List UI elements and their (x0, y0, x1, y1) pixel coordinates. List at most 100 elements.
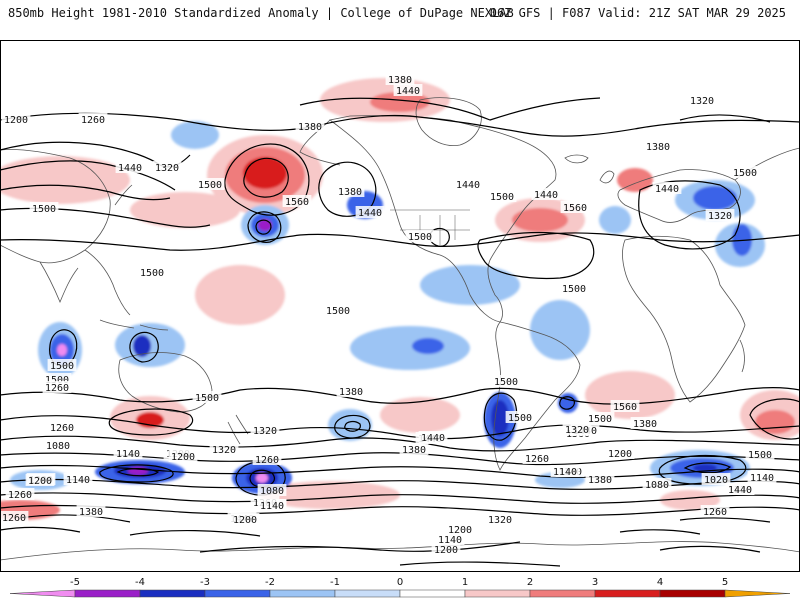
contour-label-bg (47, 421, 77, 433)
contour-label-bg (113, 447, 143, 459)
contour-label-bg (745, 448, 775, 460)
contour-label: 1260 (525, 454, 549, 465)
colorbar-swatch (594, 589, 661, 598)
anomaly-neg-east-atl (599, 206, 631, 234)
contour-label: 1080 (46, 441, 70, 452)
contour-label-bg (610, 400, 640, 412)
contour-label: 1320 (708, 211, 732, 222)
contour-label: 1080 (260, 486, 284, 497)
anomaly-neg-southern-b-peak (256, 473, 268, 483)
contour-label: 1260 (8, 490, 32, 501)
contour-label: 1500 (195, 393, 219, 404)
model-valid-time: 06Z GFS | F087 Valid: 21Z SAT MAR 29 202… (489, 6, 786, 20)
colorbar-swatch (724, 589, 791, 598)
contour-south-low-d (334, 414, 371, 439)
contour-south-low-b (235, 461, 286, 496)
colorbar-swatch (529, 589, 596, 598)
contour-label: 1500 (733, 168, 757, 179)
contour-label-bg (195, 178, 225, 190)
contour-label-bg (585, 412, 615, 424)
political-borders-na (390, 209, 470, 245)
colorbar-tick-label: 2 (527, 577, 533, 588)
anomaly-pos-npacific-peak (243, 157, 287, 189)
colorbar-swatch (464, 589, 531, 598)
contour-label-bg (336, 385, 366, 397)
contour-1500-subtrop (0, 232, 800, 251)
contour-1260-antarctic-a (129, 529, 261, 537)
contour-high-npacific-inner (243, 157, 289, 198)
coastline-australia (118, 352, 213, 413)
contour-label-bg (730, 166, 760, 178)
anomaly-pos-south-indian-core (755, 410, 795, 434)
contour-label-bg (487, 190, 517, 202)
map-title: 850mb Height 1981-2010 Standardized Anom… (8, 6, 514, 20)
contour-label: 1440 (655, 184, 679, 195)
contour-label-bg (1, 113, 31, 125)
contour-1560-south-pac (108, 408, 194, 436)
contour-label-bg (531, 188, 561, 200)
anomaly-neg-tropics-pac-core (412, 338, 444, 354)
contour-label: 1140 (438, 535, 462, 546)
contour-label: 1500 (408, 232, 432, 243)
contour-label: 1320 (253, 426, 277, 437)
contour-label: 1200 (434, 545, 458, 556)
contour-label: 1140 (750, 473, 774, 484)
contour-label: 1260 (45, 383, 69, 394)
contour-label-bg (5, 488, 35, 500)
colorbar-swatch (399, 589, 466, 598)
anomaly-pos-asia (0, 156, 130, 204)
contour-south-low-d-inner (344, 420, 361, 432)
anomaly-neg-brazil (530, 300, 590, 360)
colorbar-swatch (334, 589, 401, 598)
contour-1560-south-indian (749, 398, 800, 440)
contour-1320-antarctic (679, 517, 771, 523)
colorbar-ticks: -5 -4 -3 -2 -1 0 1 2 3 4 5 (70, 577, 728, 588)
contour-label: 1200 (448, 525, 472, 536)
contour-label: 1380 (298, 122, 322, 133)
contour-label-bg (701, 473, 731, 485)
coastline-india (39, 261, 79, 304)
contour-label-bg (505, 411, 535, 423)
contour-label: 1320 (212, 445, 236, 456)
contour-south-low-a-inner (116, 468, 160, 477)
contour-1440-south (0, 415, 800, 440)
anomaly-pos-antarctic-a (260, 481, 400, 509)
contour-label: 1440 (358, 208, 382, 219)
contour-1380-north (0, 112, 800, 137)
contour-1560-atlantic (477, 231, 595, 279)
colorbar-swatch (269, 589, 336, 598)
contour-label: 1380 (388, 75, 412, 86)
contour-label-bg (0, 511, 29, 523)
contour-label: 1320 (488, 515, 512, 526)
contour-label-bg (323, 304, 353, 316)
colorbar-tick-label: -2 (265, 577, 275, 588)
contour-label: 1440 (421, 433, 445, 444)
coastline-greenland (415, 97, 482, 147)
contour-label-bg (25, 474, 55, 486)
colorbar-tick-label: -3 (200, 577, 210, 588)
contour-label-bg (652, 182, 682, 194)
contour-label: 1320 (155, 163, 179, 174)
contour-label: 1260 (703, 507, 727, 518)
contour-label: 1200 (28, 476, 52, 487)
contour-1500-tropics (0, 387, 800, 405)
contour-south-low-b-inner (249, 469, 275, 488)
colorbar-tick-label: 5 (722, 577, 728, 588)
contour-label-bg (393, 84, 423, 96)
coastline-uk (599, 170, 615, 184)
contour-label: 1440 (118, 163, 142, 174)
contour-label-bg (385, 73, 415, 85)
contour-label-bg (168, 450, 198, 462)
contour-label: 1140 (66, 475, 90, 486)
contour-label: 1320 (565, 425, 589, 436)
contour-label: 1560 (613, 402, 637, 413)
contour-label: 1500 (588, 414, 612, 425)
contour-label: 1140 (116, 449, 140, 460)
coastline-antarctica (0, 541, 800, 561)
contour-1380-asia (0, 184, 171, 201)
contour-label-bg (257, 499, 287, 511)
contour-label-bg (560, 201, 590, 213)
contour-label-bg (705, 209, 735, 221)
contour-label-bg (76, 505, 106, 517)
